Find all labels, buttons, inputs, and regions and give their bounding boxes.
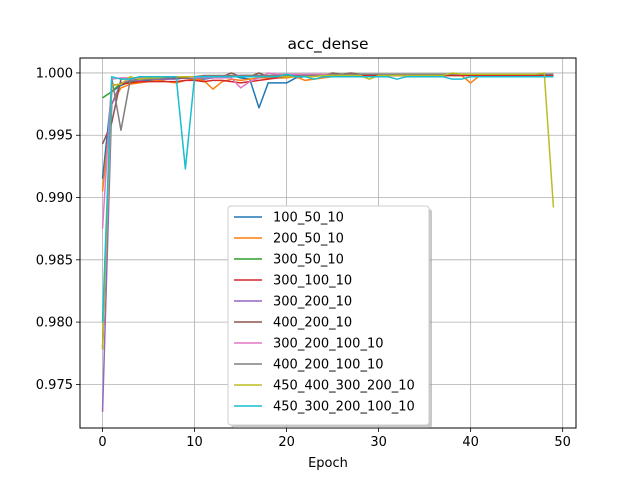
x-tick-label: 50 — [554, 435, 571, 450]
y-tick-label: 0.990 — [36, 191, 73, 206]
chart-title: acc_dense — [287, 35, 368, 54]
x-axis-ticks: 0 10 20 30 40 50 — [98, 428, 571, 450]
y-axis-ticks: 0.975 0.980 0.985 0.990 0.995 1.000 — [36, 66, 80, 393]
y-tick-label: 0.995 — [36, 129, 73, 144]
x-axis-label: Epoch — [308, 456, 348, 471]
legend-label: 300_50_10 — [273, 253, 344, 268]
legend-label: 400_200_100_10 — [273, 358, 383, 373]
series-lines — [101, 72, 555, 412]
y-tick-label: 0.975 — [36, 378, 73, 393]
legend-label: 200_50_10 — [273, 232, 344, 247]
series-line-450_300_200_100_10 — [101, 73, 554, 323]
legend-label: 300_200_100_10 — [273, 337, 383, 352]
y-tick-label: 0.985 — [36, 253, 73, 268]
y-tick-label: 1.000 — [36, 66, 73, 81]
legend-label: 300_100_10 — [273, 274, 352, 289]
x-tick-label: 40 — [462, 435, 479, 450]
x-tick-label: 0 — [98, 435, 106, 450]
legend: 100_50_10 200_50_10 300_50_10 300_100_10 300… — [227, 205, 432, 428]
x-tick-label: 30 — [370, 435, 387, 450]
x-tick-label: 20 — [278, 435, 295, 450]
x-tick-label: 10 — [186, 435, 203, 450]
legend-box — [227, 205, 430, 426]
y-tick-label: 0.980 — [36, 316, 73, 331]
legend-label: 300_200_10 — [273, 295, 352, 310]
series-line-450_400_300_200_10 — [101, 72, 555, 350]
legend-label: 400_200_10 — [273, 316, 352, 331]
legend-label: 450_400_300_200_10 — [273, 379, 415, 394]
legend-label: 450_300_200_100_10 — [273, 400, 415, 415]
legend-label: 100_50_10 — [273, 211, 344, 226]
